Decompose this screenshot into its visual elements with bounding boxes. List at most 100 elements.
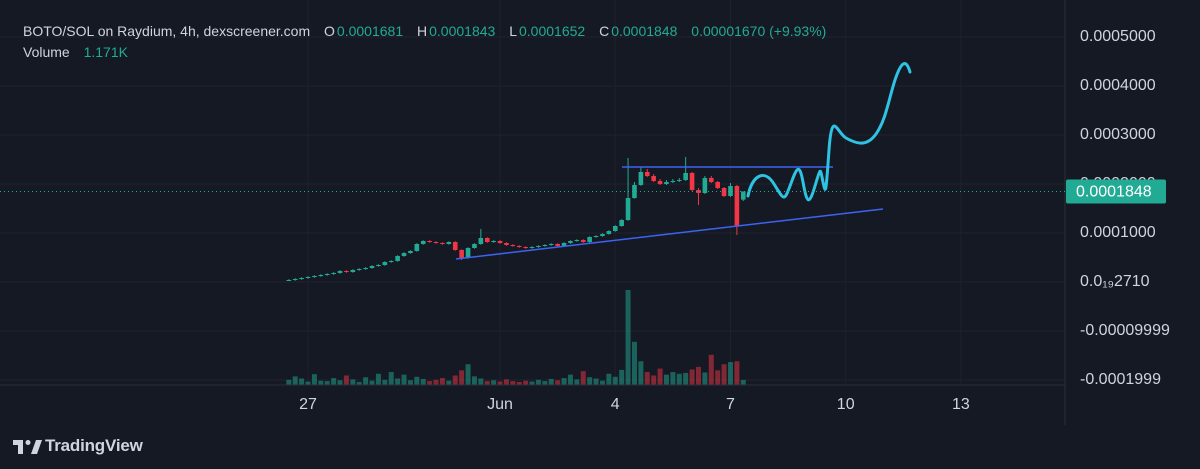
candle-body bbox=[670, 181, 676, 183]
candle-body bbox=[580, 240, 586, 243]
candle-body bbox=[529, 247, 535, 249]
x-tick-label: 27 bbox=[299, 396, 317, 413]
candle-body bbox=[440, 242, 445, 244]
volume-bar bbox=[651, 375, 657, 385]
volume-bar bbox=[740, 379, 746, 385]
volume-bar bbox=[356, 381, 362, 385]
candle-body bbox=[708, 177, 714, 182]
volume-bar bbox=[715, 370, 721, 385]
volume-bar bbox=[657, 368, 663, 385]
volume-bar bbox=[542, 381, 548, 385]
candle-body bbox=[427, 240, 432, 243]
candle-body bbox=[593, 235, 599, 238]
volume-bar bbox=[612, 376, 618, 385]
x-tick-label: 7 bbox=[726, 396, 735, 413]
y-tick-label: 0.0₁₉2710 bbox=[1080, 273, 1150, 290]
volume-bar bbox=[375, 373, 381, 385]
candle-body bbox=[516, 245, 522, 248]
price-badge-label: 0.0001848 bbox=[1076, 184, 1152, 201]
candle-body bbox=[734, 186, 740, 226]
volume-bar bbox=[663, 374, 669, 385]
candle-body bbox=[644, 171, 650, 177]
candle-body bbox=[702, 177, 708, 194]
volume-bar bbox=[574, 379, 580, 385]
candle-body bbox=[497, 240, 503, 243]
volume-bar bbox=[363, 377, 369, 385]
volume-bar bbox=[689, 369, 695, 385]
volume-bar bbox=[452, 375, 458, 385]
candle-body bbox=[548, 243, 554, 246]
volume-bar bbox=[497, 381, 503, 385]
volume-bar bbox=[529, 381, 535, 385]
candle-body bbox=[651, 176, 656, 182]
candle-body bbox=[452, 242, 458, 251]
volume-bar bbox=[695, 366, 701, 385]
volume-label: Volume bbox=[23, 44, 70, 60]
candle-body bbox=[344, 270, 349, 273]
candle-body bbox=[337, 270, 343, 273]
volume-bar bbox=[567, 374, 573, 385]
volume-bar bbox=[305, 381, 311, 385]
symbol-title: BOTO/SOL on Raydium, 4h, dexscreener.com bbox=[23, 23, 311, 39]
volume-bar bbox=[555, 380, 561, 385]
candle-body bbox=[715, 181, 720, 189]
volume-bar bbox=[369, 380, 375, 385]
y-tick-label: 0.0004000 bbox=[1080, 77, 1156, 94]
candle-body bbox=[606, 230, 612, 234]
y-tick-label: -0.0001999 bbox=[1080, 371, 1161, 388]
candle-body bbox=[657, 181, 663, 184]
candle-body bbox=[587, 237, 592, 243]
drawings bbox=[0, 0, 1066, 454]
candle-body bbox=[625, 198, 631, 221]
candle-body bbox=[689, 172, 695, 190]
low-label: L bbox=[509, 23, 517, 39]
volume-bar bbox=[631, 341, 637, 385]
price-badge bbox=[1066, 179, 1166, 204]
volume-bar bbox=[414, 376, 420, 385]
volume-bar bbox=[503, 379, 509, 385]
tradingview-logo bbox=[13, 440, 42, 454]
change-value: 0.00001670 (+9.93%) bbox=[691, 23, 827, 39]
volume-bar bbox=[599, 380, 605, 385]
volume-bar bbox=[727, 362, 733, 385]
volume-bar bbox=[484, 381, 490, 385]
candle-body bbox=[600, 233, 605, 236]
trend-line bbox=[455, 208, 884, 260]
volume-bar bbox=[427, 381, 433, 385]
x-tick-label: 10 bbox=[837, 396, 855, 413]
volume-bar bbox=[286, 379, 292, 385]
volume-bar bbox=[593, 378, 599, 385]
volume-bar bbox=[535, 379, 541, 385]
y-tick-label: 0.0001000 bbox=[1080, 224, 1156, 241]
volume-bar bbox=[548, 378, 554, 385]
volume-bar bbox=[324, 381, 330, 385]
volume-bar bbox=[292, 376, 298, 385]
candle-body bbox=[638, 171, 644, 185]
volume-bar bbox=[676, 373, 682, 385]
candle-body bbox=[292, 279, 298, 281]
overlay: 0.0001848 bbox=[0, 179, 1166, 204]
volume-bar bbox=[407, 380, 413, 385]
volume-row: Volume 1.171K bbox=[23, 44, 130, 60]
candle-body bbox=[408, 250, 413, 253]
close-label: C bbox=[599, 23, 610, 39]
candle-body bbox=[299, 277, 304, 280]
candle-body bbox=[459, 250, 464, 258]
x-tick-label: Jun bbox=[487, 396, 513, 413]
volume-bar bbox=[433, 379, 439, 385]
volume-bar bbox=[638, 361, 644, 385]
volume-bar bbox=[299, 378, 305, 385]
volume-bar bbox=[401, 374, 407, 385]
volume-bar bbox=[491, 380, 497, 385]
candle-body bbox=[728, 186, 733, 197]
volume-bar bbox=[382, 379, 388, 385]
open-label: O bbox=[324, 23, 335, 39]
candle-body bbox=[523, 247, 528, 249]
projection-curve bbox=[746, 62, 912, 202]
candle-body bbox=[696, 189, 701, 194]
volume-bar bbox=[388, 372, 394, 385]
candle-body bbox=[286, 279, 292, 281]
candle-body bbox=[612, 225, 618, 231]
